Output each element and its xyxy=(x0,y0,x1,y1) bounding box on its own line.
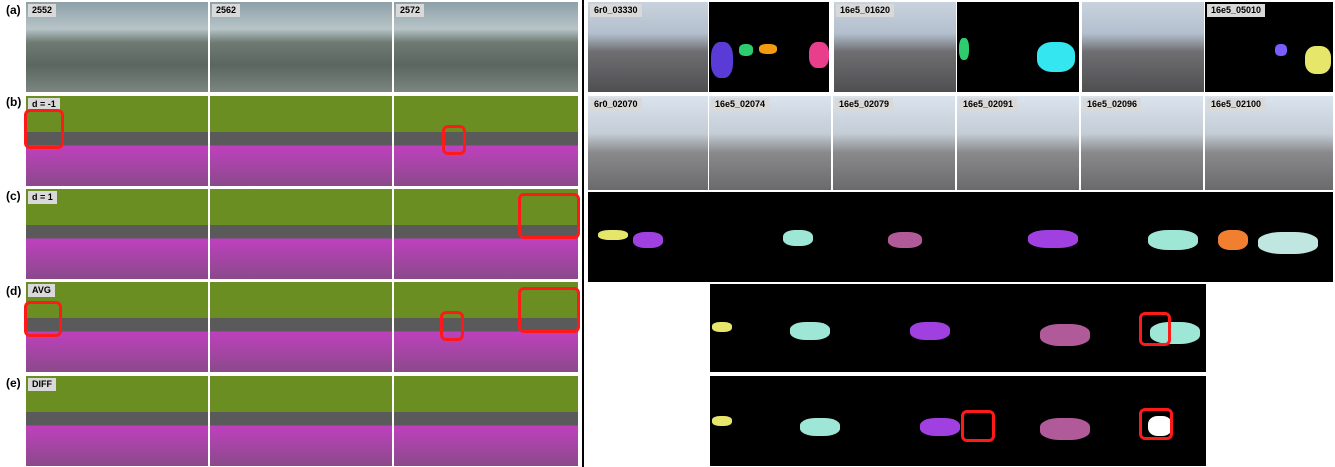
segmentation-d-minus-1-frame-2 xyxy=(210,96,392,186)
highlight-box xyxy=(440,311,464,341)
photo-frame-2552: 2552 xyxy=(26,2,208,92)
highlight-box xyxy=(518,287,580,333)
photo-16e5-05010 xyxy=(1082,2,1204,92)
image-tag: 16e5_02100 xyxy=(1207,98,1266,111)
photo-16e5-02100: 16e5_02100 xyxy=(1205,96,1333,190)
image-tag: 16e5_02096 xyxy=(1083,98,1142,111)
photo-6r0-03330: 6r0_03330 xyxy=(588,2,708,92)
row-label-d: (d) xyxy=(6,284,22,298)
segmentation-d-1-frame-1: d = 1 xyxy=(26,189,208,279)
image-tag: 16e5_02079 xyxy=(835,98,894,111)
segmentation-diff-frame-2 xyxy=(210,376,392,466)
variant-tag: d = 1 xyxy=(28,191,57,204)
highlight-box xyxy=(1139,408,1173,440)
highlight-box xyxy=(442,125,466,155)
image-tag: 6r0_02070 xyxy=(590,98,642,111)
variant-tag: AVG xyxy=(28,284,55,297)
segmentation-avg-frame-1: AVG xyxy=(26,282,208,372)
frame-tag: 2562 xyxy=(212,4,241,17)
variant-tag: DIFF xyxy=(28,378,56,391)
row-label-c: (c) xyxy=(6,189,21,203)
diff-mask-row xyxy=(710,376,1206,466)
row-label-e: (e) xyxy=(6,376,21,390)
segmentation-d-minus-1-frame-3 xyxy=(394,96,578,186)
highlight-box xyxy=(24,301,62,337)
frame-tag: 2552 xyxy=(28,4,57,17)
photo-16e5-01620: 16e5_01620 xyxy=(834,2,956,92)
segmentation-avg-frame-3 xyxy=(394,282,578,372)
panel-divider xyxy=(582,0,584,467)
photo-6r0-02070: 6r0_02070 xyxy=(588,96,708,190)
image-tag: 6r0_03330 xyxy=(590,4,642,17)
mask-6r0-03330 xyxy=(709,2,829,92)
segmentation-d-1-frame-3 xyxy=(394,189,578,279)
sequence-mask-row xyxy=(588,192,1333,282)
segmentation-diff-frame-1: DIFF xyxy=(26,376,208,466)
photo-16e5-02091: 16e5_02091 xyxy=(957,96,1079,190)
highlight-box xyxy=(1139,312,1171,346)
mask-16e5-05010: 16e5_05010 xyxy=(1205,2,1333,92)
photo-16e5-02074: 16e5_02074 xyxy=(709,96,831,190)
highlight-box xyxy=(961,410,995,442)
segmentation-d-1-frame-2 xyxy=(210,189,392,279)
highlight-box xyxy=(518,193,580,239)
segmentation-diff-frame-3 xyxy=(394,376,578,466)
avg-mask-row xyxy=(710,284,1206,372)
photo-frame-2562: 2562 xyxy=(210,2,392,92)
image-tag: 16e5_05010 xyxy=(1207,4,1266,17)
photo-16e5-02096: 16e5_02096 xyxy=(1081,96,1203,190)
highlight-box xyxy=(24,109,64,149)
row-label-b: (b) xyxy=(6,95,22,109)
image-tag: 16e5_02074 xyxy=(711,98,770,111)
frame-tag: 2572 xyxy=(396,4,425,17)
image-tag: 16e5_01620 xyxy=(836,4,895,17)
segmentation-avg-frame-2 xyxy=(210,282,392,372)
variant-tag: d = -1 xyxy=(28,98,60,111)
image-tag: 16e5_02091 xyxy=(959,98,1018,111)
photo-16e5-02079: 16e5_02079 xyxy=(833,96,955,190)
photo-frame-2572: 2572 xyxy=(394,2,578,92)
row-label-a: (a) xyxy=(6,3,21,17)
mask-16e5-01620 xyxy=(957,2,1079,92)
